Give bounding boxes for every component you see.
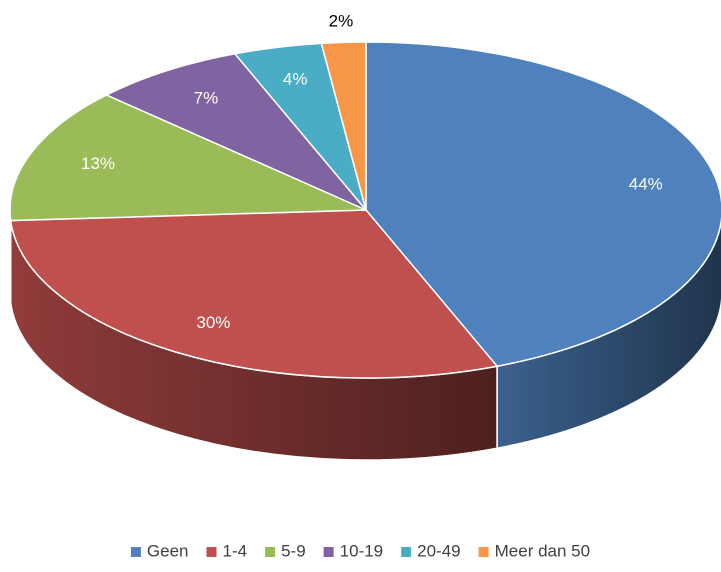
legend-label: 5-9: [281, 541, 306, 560]
data-label: 44%: [629, 174, 663, 193]
legend-label: 1-4: [223, 541, 248, 560]
legend-swatch: [478, 547, 489, 557]
data-label: 4%: [283, 69, 308, 88]
pie-slice: [320, 41, 367, 211]
legend-swatch: [401, 547, 412, 557]
legend-swatch: [265, 547, 276, 557]
pie-slice: [9, 94, 367, 222]
legend-label: Geen: [147, 541, 189, 560]
data-label: 7%: [194, 88, 219, 107]
legend-swatch: [323, 547, 334, 557]
data-label: 2%: [329, 12, 354, 31]
data-label: 13%: [81, 154, 115, 173]
data-label: 30%: [196, 313, 230, 332]
legend-swatch: [206, 547, 217, 557]
legend-swatch: [130, 547, 141, 557]
legend-label: 20-49: [417, 541, 460, 560]
pie-slice: [365, 41, 721, 368]
legend-label: Meer dan 50: [495, 541, 590, 560]
legend-label: 10-19: [340, 541, 383, 560]
pie-slice: [9, 209, 499, 379]
pie-slice: [104, 52, 367, 211]
